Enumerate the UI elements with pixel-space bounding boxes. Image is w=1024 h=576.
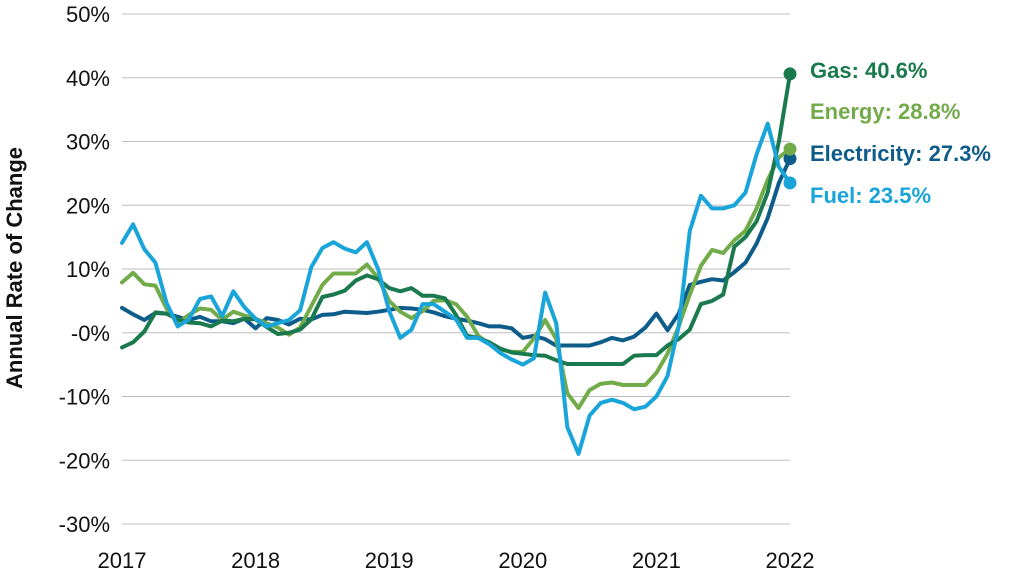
x-axis-tick-labels: 2017 2018 2019 2020 2021 2022 [98, 548, 815, 573]
series-line-energy [120, 147, 792, 410]
y-tick-label: 10% [66, 257, 110, 282]
y-tick-label: -20% [59, 448, 110, 473]
series-line-gas [120, 71, 792, 366]
end-marker-fuel [783, 176, 797, 190]
gridlines [122, 13, 790, 525]
x-tick-label: 2017 [98, 548, 147, 573]
x-tick-label: 2018 [231, 548, 280, 573]
end-marker-electricity [783, 152, 797, 166]
y-tick-label: 30% [66, 130, 110, 155]
x-tick-label: 2019 [365, 548, 414, 573]
y-axis-tick-labels: 50% 40% 30% 20% 10% -0% -10% -20% -30% [59, 2, 110, 537]
end-label-gas: Gas: 40.6% [810, 58, 927, 83]
y-tick-label: -10% [59, 385, 110, 410]
end-label-fuel: Fuel: 23.5% [810, 183, 931, 208]
end-label-electricity: Electricity: 27.3% [810, 141, 991, 166]
y-tick-label: 40% [66, 66, 110, 91]
series-line-fuel [120, 121, 792, 456]
y-tick-label: -0% [71, 321, 110, 346]
series-end-markers [783, 67, 797, 190]
series-end-labels: Electricity: 27.3% Energy: 28.8% Gas: 40.6… [810, 58, 991, 208]
x-tick-label: 2020 [498, 548, 547, 573]
y-axis-title: Annual Rate of Change [2, 147, 27, 389]
x-tick-label: 2022 [766, 548, 815, 573]
end-marker-gas [783, 67, 797, 81]
y-tick-label: 20% [66, 193, 110, 218]
y-tick-label: -30% [59, 512, 110, 537]
end-label-energy: Energy: 28.8% [810, 99, 960, 124]
x-tick-label: 2021 [632, 548, 681, 573]
y-tick-label: 50% [66, 2, 110, 27]
end-marker-energy [783, 142, 797, 156]
series-lines [120, 71, 792, 456]
